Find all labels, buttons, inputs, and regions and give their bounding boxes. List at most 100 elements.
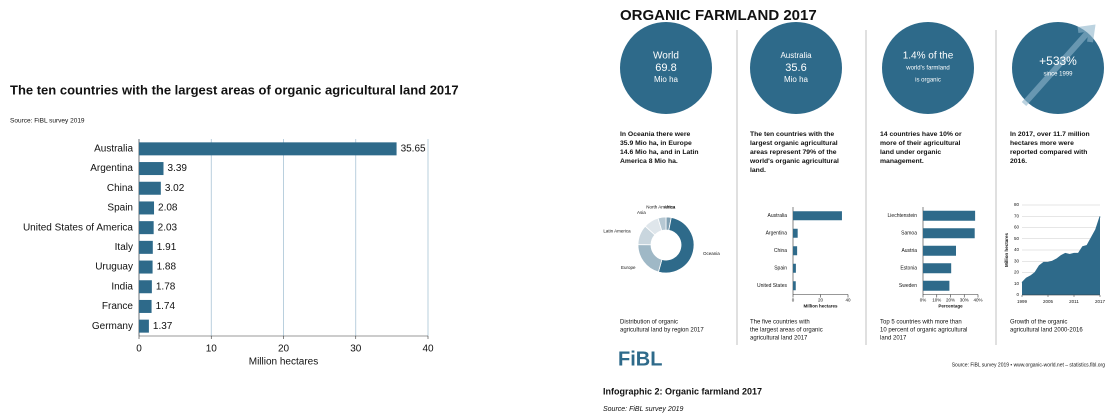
y-tick-label: 50	[1014, 236, 1020, 241]
value-label: 1.91	[157, 242, 177, 253]
value-label: 2.08	[158, 203, 178, 214]
x-tick-label: 20	[278, 344, 290, 355]
column-text: largest organic agricultural	[750, 140, 838, 147]
circle-text: since 1999	[1043, 72, 1073, 78]
bar	[139, 280, 152, 294]
bar	[139, 260, 153, 274]
bar	[139, 162, 164, 176]
bar	[793, 281, 796, 291]
x-tick-label: 30%	[960, 298, 969, 303]
column-text: land under organic	[880, 149, 941, 156]
value-label: 1.74	[156, 301, 176, 312]
column-text: world's organic agricultural	[749, 158, 839, 165]
bar	[793, 246, 798, 256]
y-axis-label: Million hectares	[1004, 233, 1009, 268]
value-label: 1.78	[156, 281, 176, 292]
y-tick-label: Spain	[774, 266, 787, 272]
infographic-title: ORGANIC FARMLAND 2017	[620, 7, 817, 24]
chart-caption: land 2017	[880, 336, 907, 342]
column-text: 14 countries have 10% or	[880, 131, 962, 138]
y-tick-label: Uruguay	[95, 262, 133, 273]
x-tick-label: 20	[818, 298, 824, 303]
x-tick-label: 2017	[1095, 299, 1106, 304]
bar	[923, 263, 952, 274]
logo: FiBL	[618, 348, 662, 370]
donut-label: Asia	[637, 210, 646, 215]
caption-source: Source: FiBL survey 2019	[603, 406, 684, 413]
y-tick-label: 0	[1016, 292, 1019, 297]
x-tick-label: 0%	[920, 298, 927, 303]
circle	[750, 22, 842, 114]
value-label: 2.03	[158, 222, 178, 233]
y-tick-label: Argentina	[90, 163, 133, 174]
donut-label: North America	[646, 205, 675, 210]
donut-segment	[657, 217, 695, 274]
chart-caption: agricultural land 2000-2016	[1010, 328, 1083, 334]
bar	[923, 280, 950, 291]
chart-caption: The five countries with	[750, 320, 810, 326]
infographic-source: Source: FiBL survey 2019 • www.organic-w…	[952, 362, 1106, 368]
y-tick-label: Germany	[92, 321, 133, 332]
column-text: land.	[750, 167, 766, 174]
donut-label: Latin America	[603, 228, 631, 233]
value-label: 3.39	[167, 163, 187, 174]
y-tick-label: 80	[1014, 202, 1020, 207]
y-tick-label: China	[107, 183, 134, 194]
line	[1021, 216, 1101, 283]
donut-segment	[657, 216, 667, 232]
x-tick-label: 1999	[1017, 299, 1028, 304]
y-tick-label: France	[102, 301, 134, 312]
column-text: areas represent 79% of the	[750, 149, 837, 156]
bar	[793, 228, 798, 238]
circle-text: World	[653, 51, 679, 62]
chart-caption: Top 5 countries with more than	[880, 320, 962, 326]
x-tick-label: 2011	[1069, 299, 1079, 304]
column-text: 2016.	[1010, 158, 1027, 165]
column-text: In Oceania there were	[620, 131, 690, 138]
x-axis-label: Percentage	[938, 303, 963, 308]
circle	[882, 22, 974, 114]
x-tick-label: 40	[422, 344, 434, 355]
x-tick-label: 10	[206, 344, 218, 355]
y-tick-label: Spain	[107, 203, 133, 214]
y-tick-label: 10	[1014, 281, 1020, 286]
donut-label: Oceania	[703, 251, 720, 256]
bar	[923, 228, 975, 239]
y-tick-label: Australia	[768, 213, 788, 219]
x-tick-label: 10%	[932, 298, 941, 303]
y-tick-label: Liechtenstein	[888, 213, 918, 219]
chart-caption: agricultural land 2017	[750, 336, 808, 342]
x-tick-label: 20%	[946, 298, 955, 303]
circle-text: Mio ha	[784, 75, 809, 84]
caption: Infographic 2: Organic farmland 2017	[603, 386, 762, 396]
y-tick-label: China	[774, 248, 787, 254]
bar	[139, 299, 152, 313]
y-tick-label: Austria	[901, 248, 917, 254]
donut-label: Africa	[664, 204, 676, 209]
column-text: hectares more were	[1010, 140, 1074, 147]
column-text: more of their agricultural	[880, 140, 961, 147]
bar	[139, 240, 153, 254]
bar	[139, 201, 155, 215]
bar	[139, 221, 154, 235]
y-tick-label: 40	[1014, 247, 1020, 252]
column-text: America 8 Mio ha.	[620, 158, 678, 165]
circle-text: Australia	[780, 51, 812, 60]
x-tick-label: 30	[350, 344, 362, 355]
circle-text: +533%	[1039, 54, 1077, 68]
y-tick-label: Estonia	[900, 266, 917, 272]
arrow	[1021, 24, 1096, 106]
y-tick-label: 30	[1014, 258, 1020, 263]
y-tick-label: Italy	[115, 242, 133, 253]
chart-caption: Growth of the organic	[1010, 320, 1067, 326]
x-tick-label: 40%	[973, 298, 982, 303]
bar	[139, 181, 161, 195]
bar	[923, 210, 976, 221]
bar	[793, 211, 842, 221]
value-label: 35.65	[401, 143, 426, 154]
y-tick-label: 20	[1014, 270, 1020, 275]
x-tick-label: 0	[136, 344, 142, 355]
x-axis-label: Million hectares	[249, 357, 318, 368]
y-tick-label: Australia	[94, 143, 133, 154]
